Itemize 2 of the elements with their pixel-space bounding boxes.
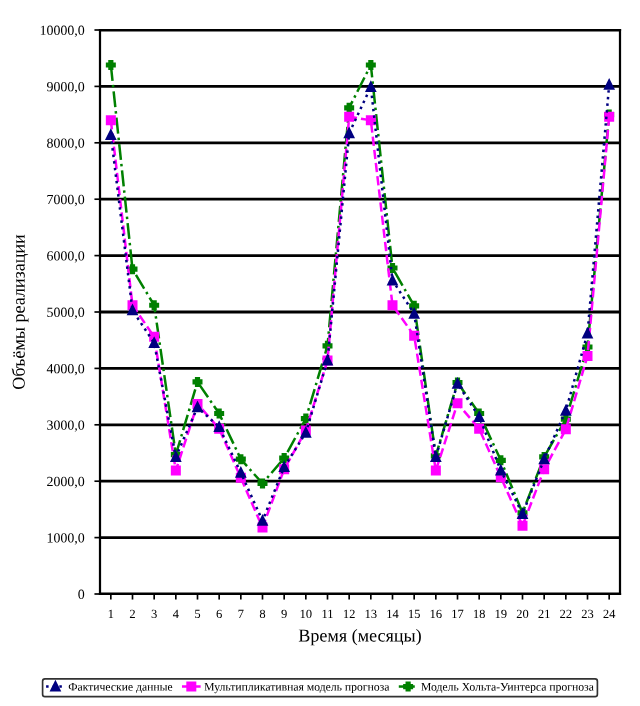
y-axis-title: Объёмы реализации <box>11 234 29 389</box>
x-axis-title: Время (месяцы) <box>298 628 421 646</box>
